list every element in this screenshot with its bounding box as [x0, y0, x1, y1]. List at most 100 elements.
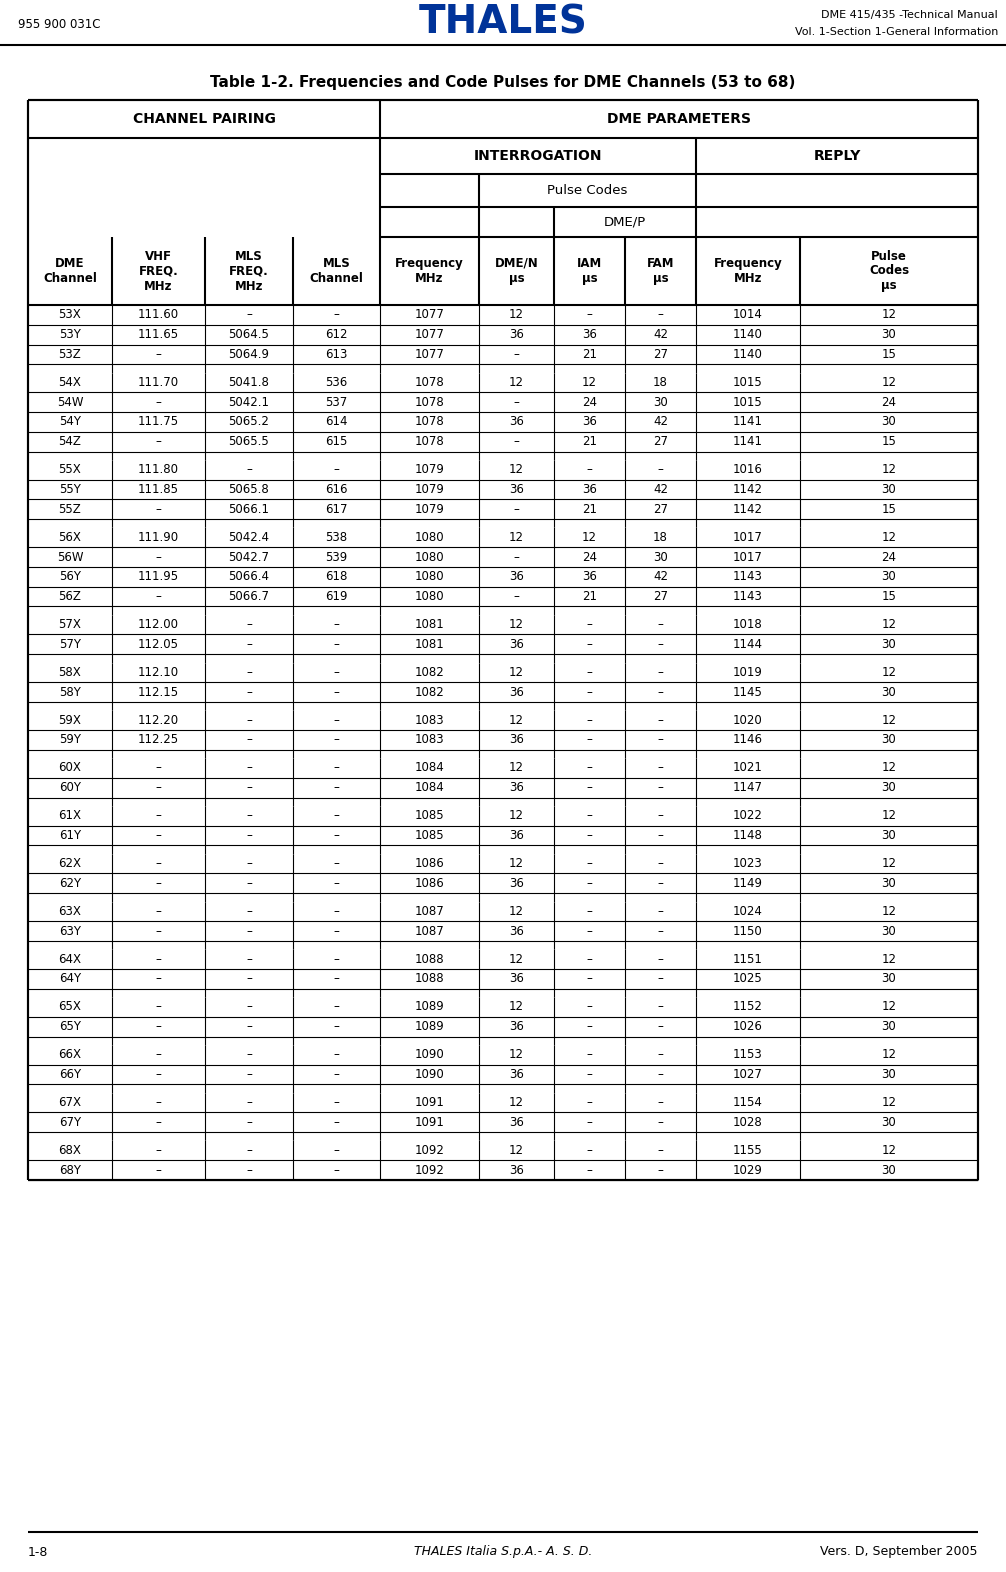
Text: DME PARAMETERS: DME PARAMETERS	[607, 112, 751, 126]
Text: 619: 619	[325, 590, 348, 604]
Text: 36: 36	[509, 1067, 524, 1082]
Text: –: –	[246, 667, 252, 679]
Text: 12: 12	[509, 531, 524, 544]
Text: 64Y: 64Y	[59, 973, 81, 986]
Text: 36: 36	[509, 734, 524, 747]
Text: –: –	[586, 761, 593, 775]
Text: –: –	[513, 550, 519, 563]
Text: –: –	[334, 905, 339, 918]
Text: 63X: 63X	[58, 905, 81, 918]
Text: –: –	[334, 1163, 339, 1176]
Text: –: –	[246, 761, 252, 775]
Text: 21: 21	[582, 347, 597, 362]
Text: 63Y: 63Y	[59, 924, 81, 937]
Text: –: –	[334, 1000, 339, 1014]
Text: 1088: 1088	[414, 973, 445, 986]
Text: –: –	[658, 1000, 663, 1014]
Text: –: –	[246, 734, 252, 747]
Text: 12: 12	[881, 1049, 896, 1061]
Text: –: –	[334, 734, 339, 747]
Text: IAM
µs: IAM µs	[576, 256, 603, 285]
Text: 30: 30	[881, 1163, 896, 1176]
Text: 18: 18	[653, 376, 668, 388]
Text: 54X: 54X	[58, 376, 81, 388]
Text: –: –	[334, 308, 339, 321]
Text: 614: 614	[325, 415, 348, 429]
Text: –: –	[334, 1067, 339, 1082]
Text: 24: 24	[582, 550, 597, 563]
Text: –: –	[586, 1000, 593, 1014]
Text: 1022: 1022	[733, 810, 763, 822]
Text: 30: 30	[881, 734, 896, 747]
Text: –: –	[156, 1163, 161, 1176]
Text: 53X: 53X	[58, 308, 81, 321]
Text: 12: 12	[881, 376, 896, 388]
Text: 1090: 1090	[414, 1049, 445, 1061]
Text: 12: 12	[881, 810, 896, 822]
Text: 1085: 1085	[414, 810, 445, 822]
Text: 1016: 1016	[733, 464, 763, 476]
Text: –: –	[156, 1116, 161, 1129]
Text: 36: 36	[509, 877, 524, 890]
Text: –: –	[334, 781, 339, 794]
Text: 111.70: 111.70	[138, 376, 179, 388]
Text: 57Y: 57Y	[59, 638, 81, 651]
Text: –: –	[658, 973, 663, 986]
Text: 1155: 1155	[733, 1144, 763, 1157]
Text: THALES: THALES	[418, 3, 588, 41]
Text: 1077: 1077	[414, 308, 445, 321]
Text: 27: 27	[653, 590, 668, 604]
Text: Frequency
MHz: Frequency MHz	[395, 256, 464, 285]
Text: 1141: 1141	[733, 435, 763, 448]
Text: 24: 24	[582, 396, 597, 409]
Text: –: –	[513, 396, 519, 409]
Text: 61Y: 61Y	[59, 828, 81, 843]
Text: 1154: 1154	[733, 1096, 763, 1110]
Text: –: –	[586, 828, 593, 843]
Text: 30: 30	[881, 638, 896, 651]
Text: DME/N
µs: DME/N µs	[495, 256, 538, 285]
Text: –: –	[246, 308, 252, 321]
Text: –: –	[156, 953, 161, 965]
Text: 617: 617	[325, 503, 348, 516]
Text: –: –	[246, 857, 252, 869]
Text: –: –	[658, 1049, 663, 1061]
Text: –: –	[246, 618, 252, 630]
Text: 111.65: 111.65	[138, 329, 179, 341]
Text: –: –	[334, 1096, 339, 1110]
Text: 30: 30	[881, 1020, 896, 1033]
Text: –: –	[658, 638, 663, 651]
Text: 111.90: 111.90	[138, 531, 179, 544]
Text: 1017: 1017	[733, 550, 763, 563]
Text: 12: 12	[509, 714, 524, 726]
Text: 536: 536	[325, 376, 348, 388]
Text: 1-8: 1-8	[28, 1545, 48, 1558]
Text: 12: 12	[881, 1096, 896, 1110]
Text: 21: 21	[582, 590, 597, 604]
Text: –: –	[246, 1116, 252, 1129]
Text: 36: 36	[509, 973, 524, 986]
Text: –: –	[156, 590, 161, 604]
Text: 27: 27	[653, 435, 668, 448]
Text: INTERROGATION: INTERROGATION	[474, 149, 603, 163]
Text: Vol. 1-Section 1-General Information: Vol. 1-Section 1-General Information	[795, 27, 998, 38]
Text: –: –	[334, 973, 339, 986]
Text: 12: 12	[509, 464, 524, 476]
Text: 36: 36	[509, 571, 524, 583]
Text: 55Y: 55Y	[59, 483, 80, 497]
Text: 112.05: 112.05	[138, 638, 179, 651]
Text: –: –	[586, 464, 593, 476]
Text: –: –	[586, 905, 593, 918]
Text: 36: 36	[509, 415, 524, 429]
Text: 613: 613	[325, 347, 348, 362]
Text: 12: 12	[582, 531, 597, 544]
Text: –: –	[586, 618, 593, 630]
Text: 5064.9: 5064.9	[228, 347, 270, 362]
Text: 27: 27	[653, 347, 668, 362]
Text: –: –	[658, 1096, 663, 1110]
Text: –: –	[586, 1144, 593, 1157]
Text: –: –	[658, 464, 663, 476]
Text: Pulse Codes: Pulse Codes	[547, 184, 628, 196]
Text: 18: 18	[653, 531, 668, 544]
Text: –: –	[334, 857, 339, 869]
